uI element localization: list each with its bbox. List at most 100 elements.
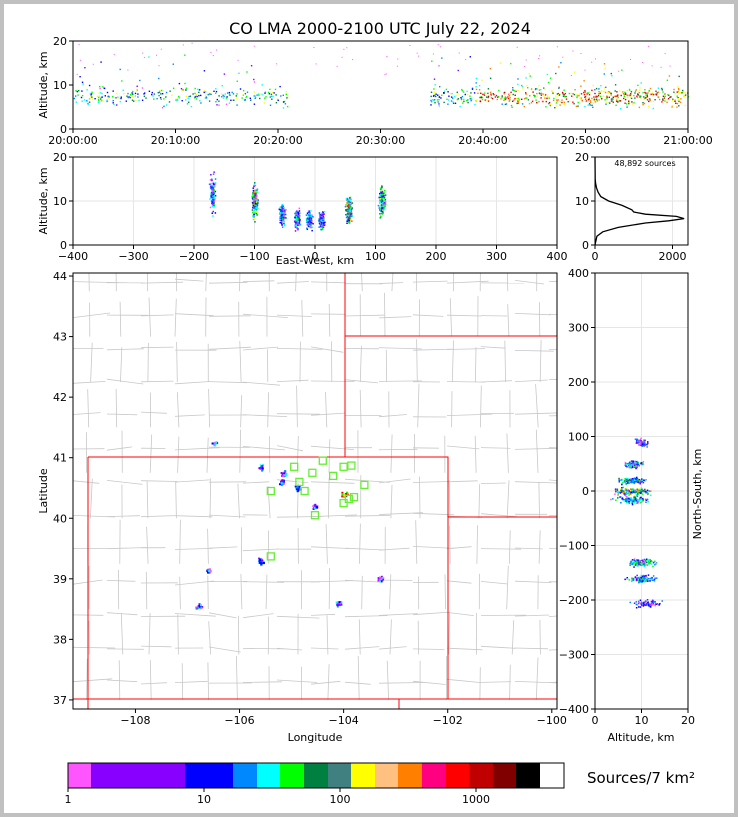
ew-source: [283, 218, 286, 220]
ns-source: [637, 479, 639, 481]
ns-source: [637, 577, 640, 579]
time-source: [678, 105, 680, 107]
map-source: [200, 604, 202, 607]
ns-source: [644, 580, 647, 582]
time-source: [513, 99, 515, 101]
time-source: [542, 100, 544, 103]
ns-source: [649, 605, 651, 608]
time-source: [482, 93, 484, 95]
ew-source: [383, 196, 386, 199]
time-source: [642, 102, 644, 104]
ns-source: [638, 499, 641, 501]
time-source: [608, 91, 611, 93]
map-source: [261, 465, 264, 468]
ns-source: [624, 479, 626, 482]
time-source: [272, 95, 274, 97]
ew-source: [311, 214, 313, 216]
time-source: [617, 96, 619, 99]
time-source: [637, 93, 639, 95]
ns-source: [628, 462, 631, 465]
ew-source: [210, 193, 213, 195]
time-source: [182, 44, 184, 46]
ew-source: [319, 216, 322, 219]
time-source: [205, 91, 207, 93]
time-source: [116, 104, 118, 106]
time-source: [618, 70, 620, 72]
ns-source: [644, 559, 647, 562]
ew-source: [294, 212, 296, 215]
colorbar-swatch: [375, 763, 398, 788]
ew-source: [254, 189, 257, 192]
ns-source: [637, 493, 639, 495]
ns-source: [618, 477, 620, 480]
ew-source: [282, 207, 285, 210]
ew-source: [296, 212, 298, 215]
ew-ytick-1: 10: [53, 195, 67, 208]
ew-xtick-5: 100: [365, 250, 386, 263]
time-source: [120, 96, 122, 98]
map-source: [198, 603, 201, 606]
ns-source: [648, 562, 650, 564]
time-source: [562, 95, 565, 97]
time-source: [115, 97, 117, 99]
colorbar-swatch: [422, 763, 446, 788]
time-source: [517, 78, 519, 80]
time-source: [595, 96, 597, 98]
ew-source: [297, 224, 299, 226]
map-source: [295, 488, 298, 491]
ns-source: [652, 565, 654, 568]
ew-source: [208, 183, 211, 185]
ew-source: [254, 182, 256, 184]
time-source: [194, 87, 196, 90]
histogram-x-ticks: 0 2000: [592, 245, 687, 263]
ns-source: [640, 496, 642, 499]
ew-source: [349, 210, 351, 212]
time-source: [246, 71, 248, 73]
time-source: [639, 96, 641, 98]
hist-xtick-1: 2000: [659, 250, 687, 263]
time-source: [538, 92, 541, 94]
time-source: [457, 98, 459, 100]
time-source: [475, 88, 478, 91]
time-source: [592, 106, 594, 108]
ew-source: [346, 213, 349, 215]
ew-source: [320, 225, 323, 227]
time-source: [638, 106, 641, 109]
ns-source: [640, 462, 642, 464]
time-source: [575, 105, 578, 107]
ew-source: [311, 222, 314, 225]
time-source: [681, 92, 683, 94]
ew-source: [254, 184, 257, 187]
time-source: [507, 97, 510, 100]
time-source: [101, 96, 103, 98]
time-source: [479, 100, 482, 103]
ew-source: [321, 212, 323, 215]
time-source: [120, 97, 122, 100]
ew-source: [307, 225, 309, 227]
time-source: [510, 91, 512, 93]
time-source: [684, 104, 686, 107]
ns-source: [638, 479, 641, 481]
time-source: [666, 99, 669, 101]
ew-source: [214, 212, 217, 214]
ns-source: [644, 444, 646, 447]
ns-source: [622, 486, 625, 489]
figure-frame: CO LMA 2000-2100 UTC July 22, 2024 20:00…: [4, 4, 734, 813]
time-source: [645, 95, 647, 97]
time-source: [79, 76, 81, 78]
ew-source: [282, 217, 285, 219]
ns-source: [639, 561, 642, 563]
time-source: [583, 91, 585, 94]
time-source: [271, 98, 273, 100]
station-marker: [347, 461, 356, 470]
ew-source: [211, 186, 214, 188]
time-source: [432, 95, 435, 97]
ew-source: [379, 209, 381, 211]
ns-source: [623, 493, 625, 495]
time-source: [658, 98, 661, 101]
ns-source: [629, 489, 632, 491]
ew-source: [253, 184, 255, 186]
time-source: [436, 99, 439, 101]
colorbar-swatch: [446, 763, 469, 788]
